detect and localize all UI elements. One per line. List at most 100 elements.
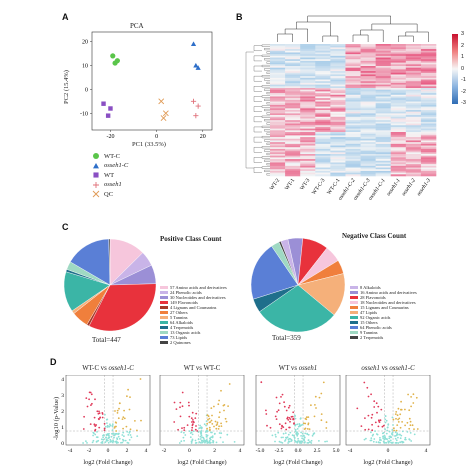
volcano-point: [204, 431, 207, 433]
volcano-point: [384, 418, 387, 421]
volcano-ytick-label: 4: [61, 377, 64, 383]
heatmap-row-dendrogram-branch: [261, 125, 270, 128]
heatmap-cell: [360, 110, 376, 112]
pie-legend-item: 73 Lipids: [160, 335, 227, 340]
heatmap-cell: [390, 169, 407, 172]
volcano-point: [214, 432, 216, 435]
heatmap-cell: [375, 167, 392, 170]
heatmap-cell: [375, 93, 392, 96]
heatmap-cell: [420, 62, 437, 65]
heatmap-cell: [345, 72, 361, 75]
pie-legend-swatch: [160, 326, 168, 329]
heatmap-cell: [405, 59, 422, 62]
heatmap-cell: [315, 167, 331, 170]
heatmap-row-dendrogram-branch: [253, 106, 262, 112]
heatmap-cell: [330, 159, 346, 162]
volcano-point: [213, 405, 215, 408]
volcano-point: [393, 429, 395, 432]
pca-legend-item: QC: [92, 190, 113, 198]
heatmap-cell: [390, 147, 407, 150]
pie-legend-label: 4 Terpenoids: [170, 325, 194, 330]
heatmap-cell: [285, 66, 301, 68]
pie-legend-item: 64 Phenolic acids: [350, 325, 417, 330]
heatmap-cell: [360, 76, 376, 79]
heatmap-row-dendrogram-branch: [264, 78, 270, 81]
volcano-title: osseh1 vs osseh1-C: [346, 365, 430, 372]
heatmap-cell: [345, 157, 361, 160]
heatmap-cell: [375, 147, 392, 150]
heatmap-cell: [375, 94, 392, 97]
heatmap-row-dendrogram-branch: [266, 51, 270, 54]
heatmap-cell: [330, 50, 346, 53]
heatmap-cell: [345, 113, 361, 116]
volcano-point: [404, 436, 407, 439]
heatmap-cell: [285, 72, 301, 75]
heatmap-cell: [300, 108, 316, 111]
volcano-point: [184, 434, 187, 436]
volcano-point: [384, 428, 386, 431]
heatmap-cell: [405, 99, 422, 102]
pca-legend-label: WT: [104, 171, 115, 179]
heatmap-cell: [300, 89, 316, 92]
volcano-point: [287, 419, 290, 421]
heatmap-cell: [285, 94, 301, 97]
heatmap-cell: [300, 128, 316, 131]
heatmap-cell: [285, 145, 301, 148]
heatmap-cell: [360, 128, 376, 131]
pie-legend-label: 28 Flavonoids: [360, 295, 386, 300]
heatmap-cell: [270, 54, 286, 57]
heatmap-cell: [345, 77, 361, 80]
heatmap-cell: [285, 165, 301, 168]
volcano-point: [367, 428, 370, 431]
volcano-point: [372, 433, 375, 436]
volcano-point: [375, 441, 378, 443]
heatmap-cell: [330, 72, 346, 75]
heatmap-cell: [330, 94, 346, 97]
heatmap-cell: [420, 89, 437, 92]
heatmap-cell: [270, 89, 286, 92]
heatmap-cell: [405, 62, 422, 65]
heatmap-cell: [345, 165, 361, 168]
heatmap-cell: [360, 45, 376, 48]
heatmap-cell: [375, 172, 392, 175]
volcano-point: [220, 425, 223, 427]
volcano-xtick-label: 4: [145, 448, 148, 454]
pie-legend-swatch: [350, 291, 358, 294]
volcano-point: [401, 441, 404, 444]
heatmap-cell: [420, 111, 437, 114]
heatmap-cell: [360, 49, 376, 52]
heatmap-cell: [285, 101, 301, 104]
heatmap-cell: [285, 84, 301, 87]
volcano-point: [295, 432, 298, 435]
heatmap-column-label: WT-2: [269, 178, 281, 192]
heatmap-cell: [375, 142, 392, 145]
pie-legend-label: 13 Organic acids: [170, 330, 201, 335]
heatmap-cell: [390, 52, 407, 55]
volcano-point: [399, 441, 402, 444]
volcano-title-part: WT: [183, 365, 195, 372]
heatmap-cell: [390, 103, 407, 106]
heatmap-cell: [360, 44, 376, 46]
volcano-point: [210, 431, 212, 434]
heatmap-cell: [345, 116, 361, 119]
heatmap-cell: [270, 86, 286, 89]
pie-slice: [250, 245, 299, 300]
volcano-point: [278, 402, 281, 405]
heatmap-cell: [375, 71, 392, 74]
heatmap-cell: [420, 118, 437, 121]
volcano-point: [179, 401, 182, 404]
pca-point: [101, 101, 106, 106]
heatmap-cell: [285, 88, 301, 90]
volcano-point: [286, 416, 289, 419]
volcano-point: [394, 435, 396, 437]
heatmap-cell: [360, 147, 376, 150]
volcano-point: [140, 419, 142, 422]
heatmap-cell: [420, 128, 437, 131]
heatmap-cell: [285, 150, 301, 153]
volcano-point: [282, 432, 285, 435]
heatmap-cell: [300, 111, 316, 114]
volcano-point: [385, 432, 388, 435]
heatmap-cell: [270, 138, 286, 141]
volcano-point: [227, 405, 229, 407]
heatmap-cell: [330, 55, 346, 58]
